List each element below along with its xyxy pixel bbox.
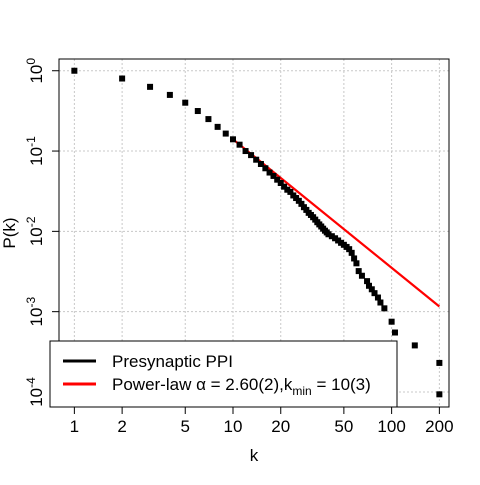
data-point [298, 200, 305, 207]
power-law-fit-line [232, 138, 441, 308]
data-point [147, 83, 154, 90]
x-axis-title: k [250, 446, 259, 465]
data-point [346, 246, 353, 253]
x-tick-label: 50 [334, 417, 353, 436]
data-point [355, 268, 362, 275]
data-point [248, 152, 255, 159]
x-tick-label: 1 [70, 417, 79, 436]
x-tick-label: 100 [377, 417, 405, 436]
data-points [71, 67, 443, 398]
data-point [182, 99, 189, 106]
data-point [381, 305, 388, 312]
data-point [411, 342, 418, 349]
data-point [295, 197, 302, 204]
x-tick-label: 20 [271, 417, 290, 436]
legend-k-letter: k [284, 375, 293, 394]
data-point [274, 176, 281, 183]
legend-fit-name: Power-law [112, 375, 192, 394]
data-point [377, 299, 384, 306]
data-point [270, 172, 277, 179]
x-axis: 1 2 5 10 20 50 100 200 [70, 407, 454, 436]
data-point [119, 75, 126, 82]
y-axis: 100 10-1 10-2 10-3 10-4 [24, 58, 59, 407]
data-point [374, 294, 381, 301]
data-point [351, 255, 358, 262]
data-point [166, 91, 173, 98]
data-point [222, 130, 229, 137]
x-tick-label: 5 [181, 417, 190, 436]
data-point [257, 160, 264, 167]
data-point [214, 123, 221, 130]
legend-kmin-value: = 10(3) [312, 375, 371, 394]
y-axis-title: P(k) [0, 217, 19, 248]
legend-alpha-value: = 2.60(2), [206, 375, 284, 394]
data-point [348, 249, 355, 256]
data-point [371, 290, 378, 297]
data-point [281, 183, 288, 190]
data-point [353, 260, 360, 267]
data-point [266, 169, 273, 176]
data-point [391, 329, 398, 336]
data-point [328, 233, 335, 240]
data-point [368, 286, 375, 293]
data-point [364, 278, 371, 285]
legend-box [49, 340, 398, 408]
fit-line-layer [232, 138, 441, 308]
data-point [262, 165, 269, 172]
data-point [229, 136, 236, 143]
data-point [287, 188, 294, 195]
data-point [236, 141, 243, 148]
legend-alpha-symbol: α [196, 375, 206, 394]
x-tick-label: 200 [425, 417, 453, 436]
data-point [71, 67, 78, 74]
y-tick-label: 100 [24, 58, 46, 84]
y-tick-label: 10-3 [24, 297, 46, 327]
data-point [253, 156, 260, 163]
data-point [436, 391, 443, 398]
legend-kmin-subscript: min [292, 384, 311, 398]
data-point [365, 282, 372, 289]
legend-entry-presynaptic: Presynaptic PPI [112, 352, 233, 371]
data-point [436, 359, 443, 366]
data-point [332, 235, 339, 242]
data-point [358, 272, 365, 279]
x-tick-label: 2 [117, 417, 126, 436]
y-tick-label: 10-2 [24, 216, 46, 246]
data-point [284, 186, 291, 193]
legend-entry-power-law: Power-law α = 2.60(2),kmin = 10(3) [112, 375, 371, 398]
data-point [194, 108, 201, 115]
data-point [205, 116, 212, 123]
y-tick-label: 10-4 [24, 377, 46, 407]
data-point [388, 318, 395, 325]
y-tick-label: 10-1 [24, 136, 46, 166]
legend: Presynaptic PPI Power-law α = 2.60(2),km… [49, 340, 398, 408]
data-point [277, 180, 284, 187]
data-point [242, 148, 249, 155]
data-point [325, 231, 332, 238]
x-tick-label: 10 [224, 417, 243, 436]
